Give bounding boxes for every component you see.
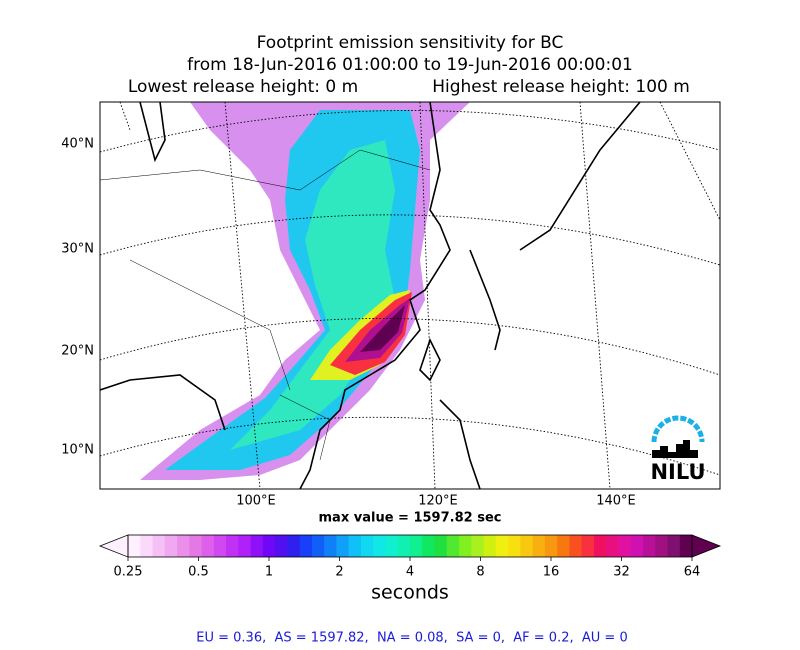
colorbar-segment — [226, 535, 239, 557]
colorbar-segment — [655, 535, 668, 557]
lat-label: 40°N — [61, 137, 94, 152]
colorbar-segment — [373, 535, 386, 557]
colorbar-extend-low — [98, 534, 129, 558]
colorbar-segment — [189, 535, 203, 557]
colorbar-segment — [324, 535, 337, 557]
footer: EU = 0.36, AS = 1597.82, NA = 0.08, SA =… — [196, 631, 627, 646]
colorbar-segment — [140, 535, 154, 557]
logo-text: NILU — [650, 460, 705, 484]
lon-label: 120°E — [418, 494, 458, 509]
colorbar-segment — [642, 535, 656, 557]
colorbar-segment — [679, 535, 693, 557]
colorbar-tick-label: 2 — [335, 565, 343, 580]
colorbar-tick-label: 1 — [265, 565, 273, 580]
lat-label: 20°N — [61, 344, 94, 359]
colorbar-segment — [238, 535, 252, 557]
colorbar-segment — [262, 535, 276, 557]
colorbar-segment — [128, 535, 141, 557]
colorbar-segment — [495, 535, 509, 557]
map — [100, 102, 720, 489]
colorbar-segment — [336, 535, 350, 557]
highest-release: Highest release height: 100 m — [432, 77, 690, 97]
colorbar-segment — [311, 535, 325, 557]
colorbar-segment — [508, 535, 521, 557]
colorbar: 0.25 0.5 1 2 4 8 16 32 64 — [98, 534, 722, 580]
colorbar-tick-label: 32 — [613, 565, 630, 580]
colorbar-segment — [410, 535, 423, 557]
colorbar-extend-high — [691, 534, 722, 558]
colorbar-segment — [446, 535, 460, 557]
colorbar-segment — [581, 535, 595, 557]
colorbar-segment — [434, 535, 448, 557]
colorbar-segment — [520, 535, 534, 557]
subtitle: from 18-Jun-2016 01:00:00 to 19-Jun-2016… — [187, 55, 633, 75]
colorbar-segment — [201, 535, 215, 557]
colorbar-tick-label: 4 — [406, 565, 414, 580]
colorbar-segment — [630, 535, 644, 557]
logo: NILU — [650, 415, 706, 484]
colorbar-tick-label: 64 — [684, 565, 701, 580]
colorbar-tick-label: 0.25 — [114, 565, 143, 580]
lowest-release: Lowest release height: 0 m — [128, 77, 358, 97]
colorbar-segment — [164, 535, 178, 557]
colorbar-segment — [471, 535, 485, 557]
colorbar-segment — [152, 535, 166, 557]
colorbar-segment — [532, 535, 546, 557]
colorbar-segment — [385, 535, 399, 557]
colorbar-tick-label: 16 — [543, 565, 560, 580]
colorbar-segment — [483, 535, 497, 557]
colorbar-tick-label: 8 — [476, 565, 484, 580]
colorbar-segment — [459, 535, 472, 557]
colorbar-segment — [177, 535, 190, 557]
colorbar-segment — [569, 535, 583, 557]
colorbar-label: seconds — [371, 582, 449, 604]
colorbar-segment — [287, 535, 301, 557]
colorbar-segment — [422, 535, 436, 557]
colorbar-segment — [593, 535, 607, 557]
lon-label: 100°E — [236, 494, 276, 509]
title: Footprint emission sensitivity for BC — [257, 33, 564, 53]
colorbar-segment — [348, 535, 362, 557]
colorbar-segment — [275, 535, 288, 557]
colorbar-segment — [360, 535, 374, 557]
colorbar-segment — [667, 535, 681, 557]
colorbar-segment — [299, 535, 313, 557]
lat-label: 30°N — [61, 242, 94, 257]
colorbar-segment — [618, 535, 632, 557]
lon-label: 140°E — [596, 494, 636, 509]
colorbar-segment — [557, 535, 570, 557]
map-frame — [99, 101, 721, 490]
colorbar-tick-label: 0.5 — [188, 565, 209, 580]
colorbar-segment — [250, 535, 264, 557]
colorbar-segment — [544, 535, 558, 557]
colorbar-segment — [606, 535, 619, 557]
colorbar-segment — [397, 535, 411, 557]
max-value: max value = 1597.82 sec — [319, 511, 502, 526]
colorbar-segment — [213, 535, 227, 557]
lat-label: 10°N — [61, 443, 94, 458]
